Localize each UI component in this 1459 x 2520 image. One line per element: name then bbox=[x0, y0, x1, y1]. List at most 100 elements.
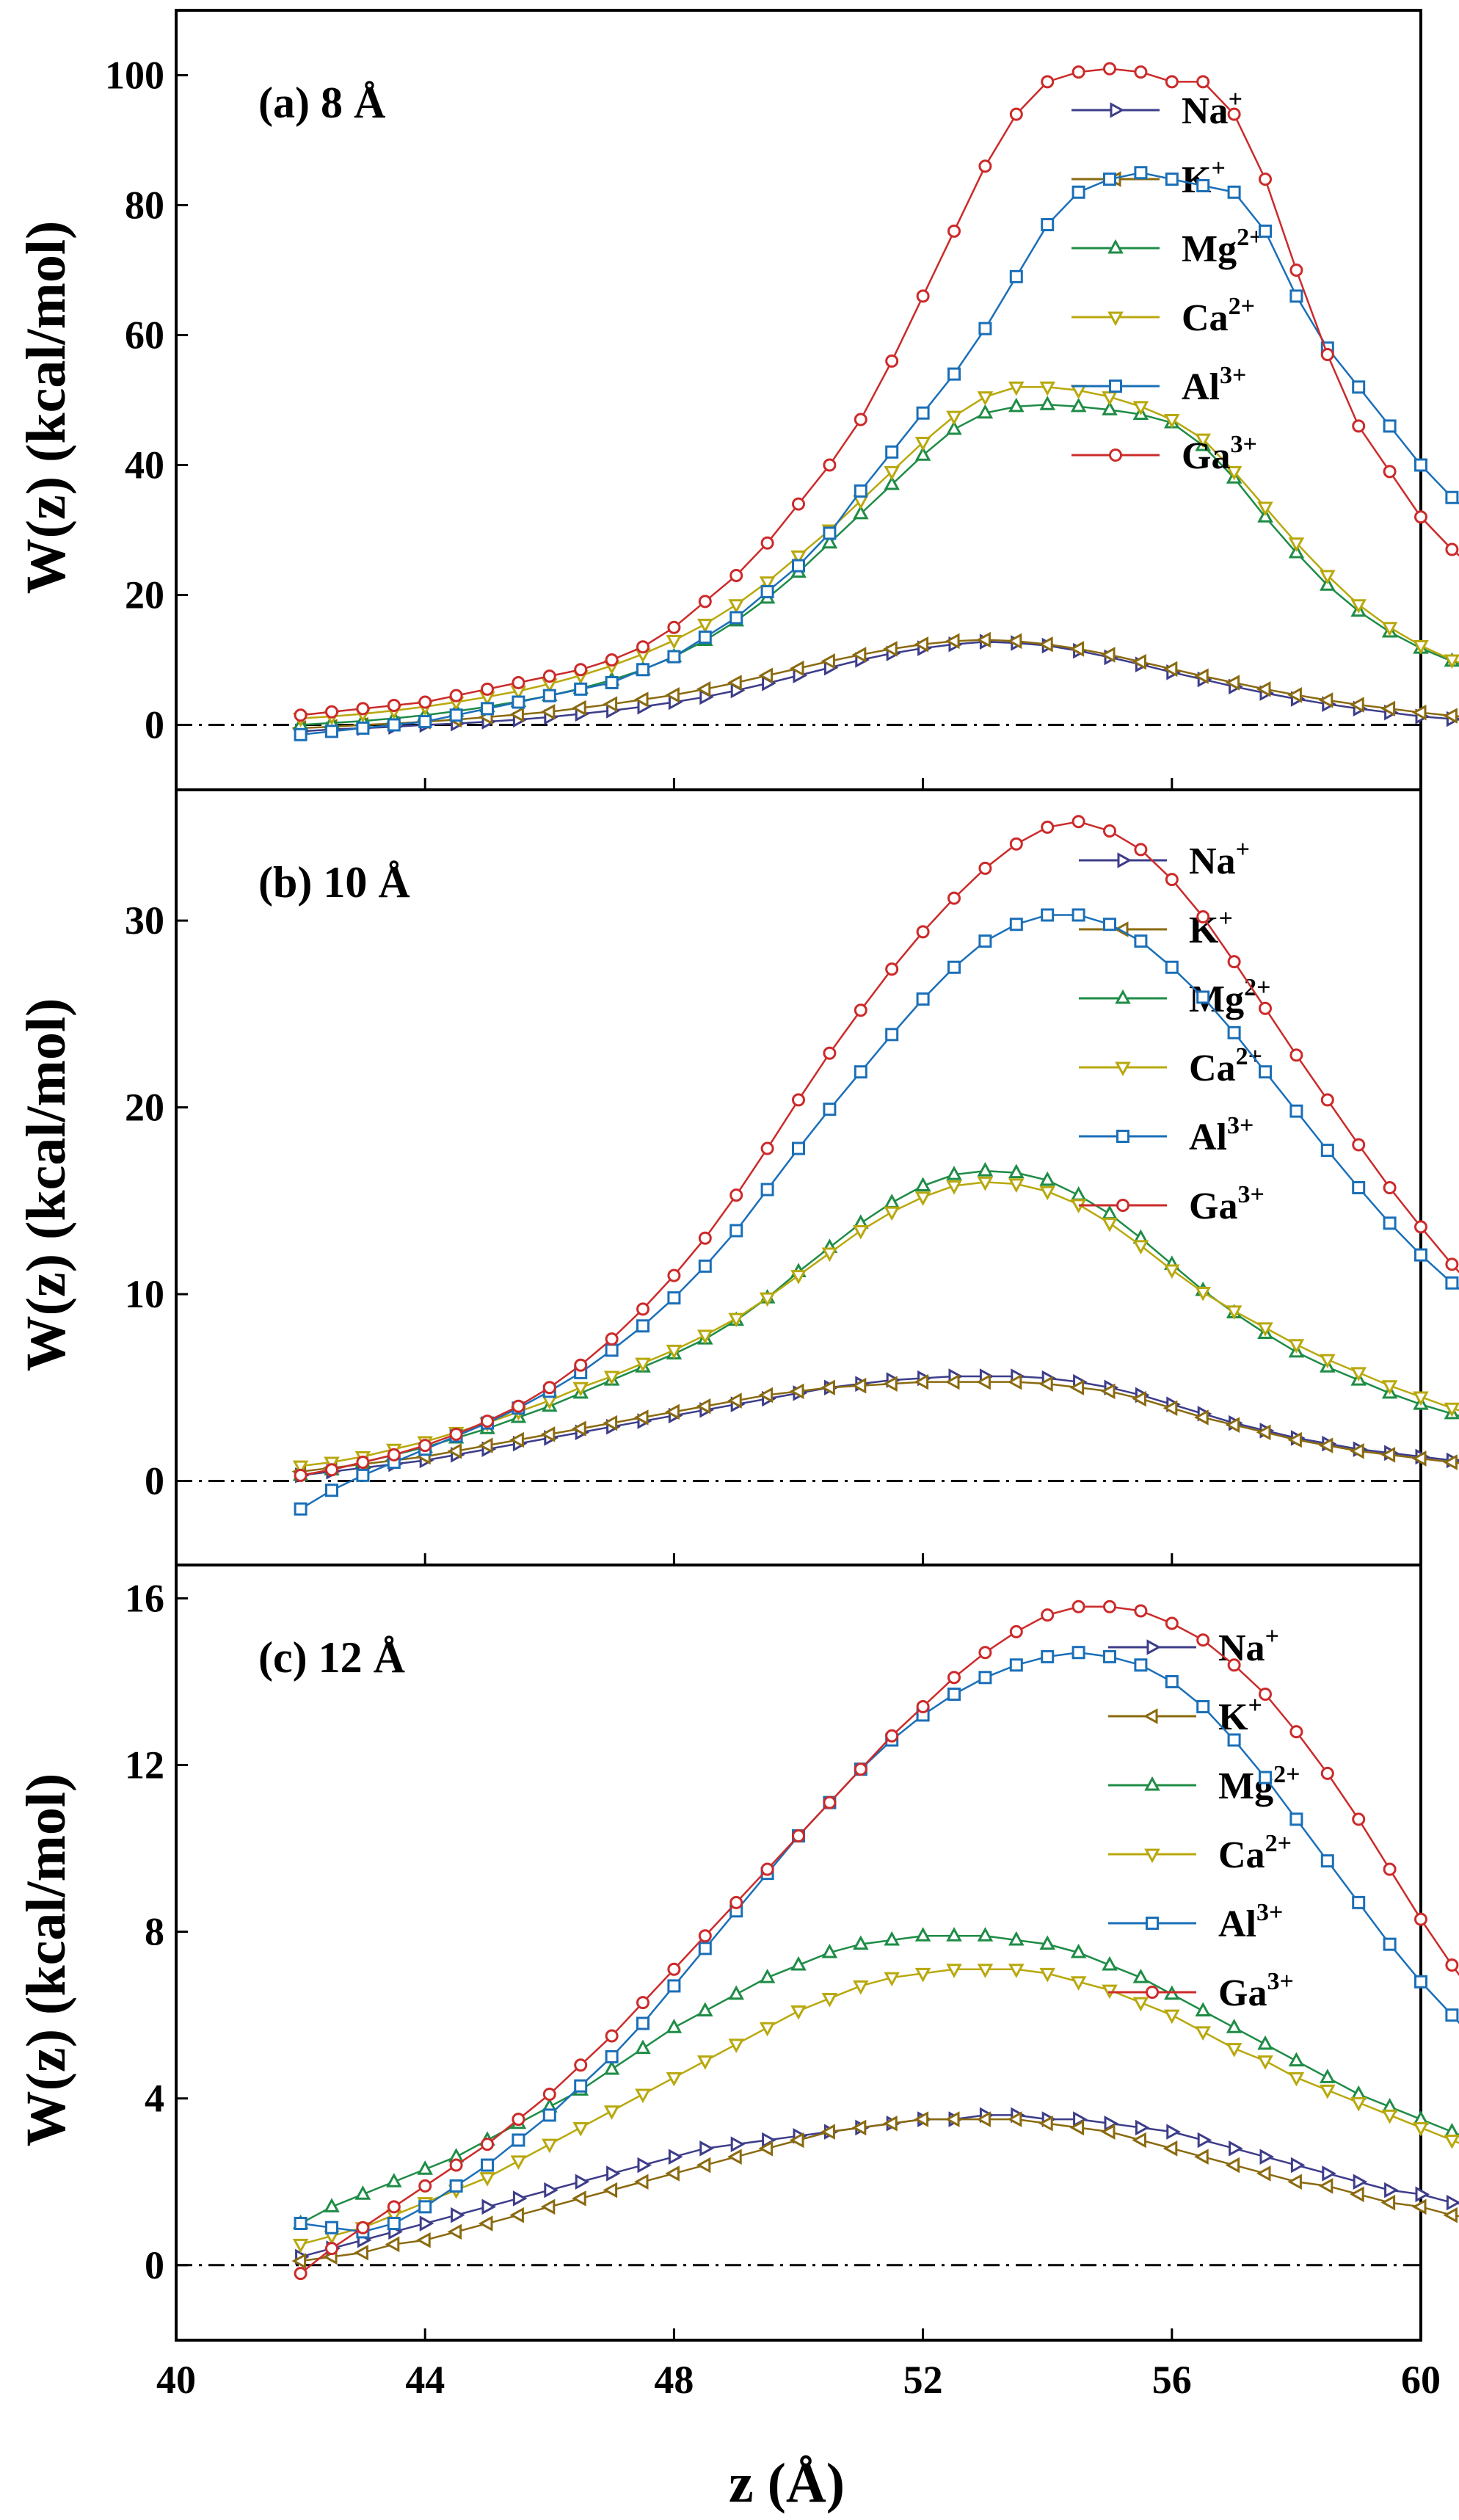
legend-label: Na+ bbox=[1182, 86, 1242, 132]
data-point bbox=[1289, 289, 1303, 303]
data-point bbox=[1070, 385, 1087, 399]
data-point bbox=[1415, 2186, 1430, 2203]
data-point bbox=[1103, 824, 1116, 838]
data-point bbox=[1195, 433, 1211, 449]
data-point bbox=[1008, 1163, 1025, 1179]
data-point bbox=[1225, 2157, 1240, 2174]
data-point bbox=[603, 2182, 618, 2198]
legend-label: Al3+ bbox=[1218, 1899, 1283, 1945]
data-point bbox=[758, 667, 774, 684]
data-point bbox=[947, 224, 961, 238]
legend-item-na: Na+ bbox=[1108, 1623, 1279, 1669]
data-point bbox=[667, 1979, 681, 1993]
data-point bbox=[1071, 1646, 1085, 1660]
data-point bbox=[759, 576, 776, 591]
data-point bbox=[603, 1370, 620, 1386]
data-point bbox=[666, 2019, 683, 2033]
data-point bbox=[946, 420, 962, 435]
data-point bbox=[291, 2253, 307, 2269]
data-point bbox=[1163, 661, 1178, 678]
data-point bbox=[1318, 2178, 1334, 2194]
data-point bbox=[325, 1463, 338, 1477]
data-point bbox=[387, 2217, 401, 2231]
data-point bbox=[325, 705, 338, 719]
data-point bbox=[790, 550, 807, 565]
legend-item-al: Al3+ bbox=[1108, 1899, 1283, 1945]
data-point bbox=[1444, 2134, 1459, 2149]
y-axis-title: W(z) (kcal/mol) bbox=[15, 221, 77, 595]
data-point bbox=[1227, 1733, 1241, 1747]
series-k bbox=[291, 631, 1459, 736]
legend-marker bbox=[1144, 1776, 1160, 1791]
data-point bbox=[325, 2221, 338, 2234]
panel-title: (c) 12 Å bbox=[258, 1633, 405, 1682]
data-point bbox=[946, 410, 962, 426]
data-point bbox=[1287, 2174, 1302, 2190]
data-point bbox=[574, 1358, 588, 1372]
data-point bbox=[354, 2244, 368, 2261]
data-point bbox=[1381, 1380, 1398, 1395]
data-point bbox=[1069, 641, 1085, 657]
data-point bbox=[478, 1437, 493, 1453]
data-point bbox=[916, 925, 930, 939]
legend-marker bbox=[1146, 1986, 1159, 1999]
data-point bbox=[292, 1460, 309, 1475]
data-point bbox=[1445, 1958, 1459, 1972]
data-point bbox=[946, 1180, 962, 1195]
legend-label: Ga3+ bbox=[1182, 431, 1257, 477]
data-point bbox=[542, 2088, 556, 2102]
legend-charge: 3+ bbox=[1220, 362, 1246, 389]
data-point bbox=[354, 2185, 371, 2200]
series-line bbox=[300, 1968, 1459, 2245]
data-point bbox=[947, 1688, 961, 1701]
data-point bbox=[821, 1379, 835, 1396]
data-point bbox=[914, 437, 931, 451]
data-point bbox=[697, 2055, 713, 2070]
data-point bbox=[1164, 1264, 1180, 1279]
data-point bbox=[1009, 107, 1023, 121]
data-point bbox=[978, 1646, 992, 1660]
data-point bbox=[916, 289, 930, 303]
legend-ion: Ca bbox=[1189, 1047, 1236, 1089]
data-point bbox=[387, 2200, 401, 2214]
legend-charge: + bbox=[1248, 1692, 1262, 1719]
legend-marker bbox=[1107, 311, 1124, 327]
legend-label: Ga3+ bbox=[1189, 1181, 1265, 1227]
data-point bbox=[1164, 414, 1180, 429]
data-point bbox=[325, 725, 338, 738]
y-tick-label: 20 bbox=[125, 573, 164, 617]
legend-marker bbox=[1146, 1917, 1159, 1930]
data-point bbox=[1289, 1048, 1303, 1062]
data-point bbox=[512, 2190, 528, 2207]
data-point bbox=[821, 534, 838, 549]
data-point bbox=[759, 1968, 776, 1983]
data-point bbox=[727, 1392, 742, 1409]
data-point bbox=[635, 1357, 651, 1373]
data-point bbox=[851, 2119, 867, 2136]
legend-ion: Al bbox=[1189, 1116, 1227, 1158]
data-point bbox=[1007, 2111, 1022, 2127]
data-point bbox=[698, 631, 712, 644]
data-point bbox=[1445, 490, 1459, 504]
data-point bbox=[914, 1967, 931, 1983]
legend-charge: 2+ bbox=[1229, 293, 1255, 320]
data-point bbox=[572, 1420, 586, 1437]
data-point bbox=[387, 1448, 401, 1461]
data-point bbox=[1413, 640, 1429, 655]
data-point bbox=[854, 1003, 867, 1017]
data-point bbox=[1100, 2124, 1116, 2140]
legend-label: K+ bbox=[1218, 1692, 1262, 1738]
data-point bbox=[1288, 2052, 1305, 2067]
data-point bbox=[1039, 1185, 1055, 1201]
legend-charge: + bbox=[1211, 155, 1225, 182]
data-point bbox=[977, 1176, 994, 1191]
legend-label: Al3+ bbox=[1189, 1112, 1254, 1158]
data-point bbox=[1320, 1093, 1334, 1107]
x-tick-label: 56 bbox=[1152, 2358, 1192, 2402]
data-point bbox=[1163, 1400, 1178, 1417]
data-point bbox=[603, 696, 618, 712]
data-point bbox=[603, 2060, 620, 2075]
y-tick-label: 0 bbox=[145, 1459, 164, 1503]
